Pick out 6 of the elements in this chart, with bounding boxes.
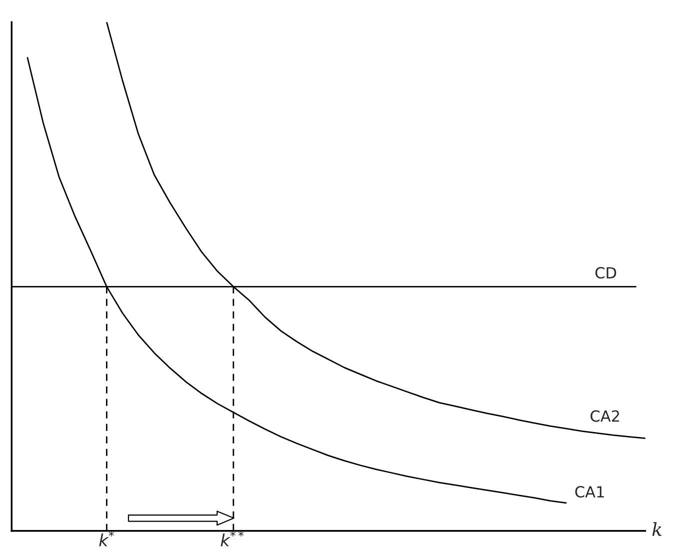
x-tick-label: k$^{**}$	[220, 531, 244, 546]
ref-line-label: CD	[595, 267, 616, 279]
series-label: CA2	[590, 410, 620, 422]
series-label: CA1	[575, 486, 604, 498]
x-axis-title: k	[652, 522, 662, 536]
x-tick-label: k$^{*}$	[99, 531, 114, 546]
